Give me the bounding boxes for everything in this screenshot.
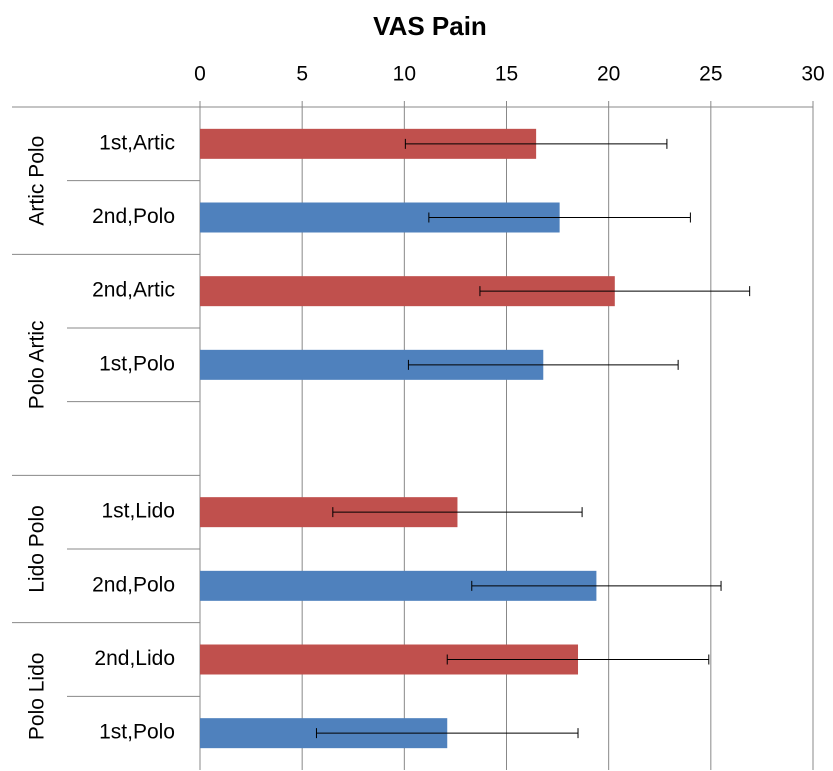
error-bar	[471, 580, 722, 591]
group-label: Polo Lido	[26, 653, 49, 741]
y-tick-label: 2nd,Lido	[94, 647, 175, 670]
x-tick-label: 25	[699, 63, 722, 86]
error-bar	[332, 507, 583, 518]
group-label: Artic Polo	[26, 136, 49, 226]
error-bar	[315, 728, 579, 739]
y-tick-label: 1st,Polo	[99, 352, 175, 375]
y-tick-label: 1st,Artic	[99, 131, 175, 154]
group-label: Lido Polo	[26, 505, 49, 593]
y-tick-label: 2nd,Polo	[92, 573, 175, 596]
x-tick-label: 0	[194, 63, 206, 86]
x-tick-label: 20	[597, 63, 620, 86]
x-tick-label: 5	[296, 63, 308, 86]
error-bar	[446, 654, 710, 665]
y-tick-label: 1st,Lido	[101, 500, 175, 523]
error-bar	[428, 212, 691, 223]
y-tick-label: 1st,Polo	[99, 721, 175, 744]
group-label: Polo Artic	[26, 320, 49, 409]
error-bar	[479, 286, 751, 297]
x-tick-label: 30	[801, 63, 824, 86]
error-bar	[404, 138, 668, 149]
chart-title: VAS Pain	[373, 11, 487, 41]
error-bar	[407, 359, 679, 370]
y-tick-label: 2nd,Artic	[92, 279, 175, 302]
y-tick-label: 2nd,Polo	[92, 205, 175, 228]
x-tick-label: 10	[393, 63, 416, 86]
x-tick-label: 15	[495, 63, 518, 86]
